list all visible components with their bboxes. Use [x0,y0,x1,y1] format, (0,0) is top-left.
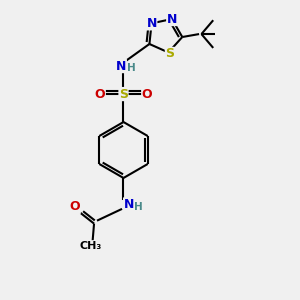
Text: N: N [116,60,126,73]
Text: O: O [142,88,152,100]
Text: S: S [165,47,174,60]
Text: N: N [146,17,157,30]
Text: S: S [119,88,128,100]
Text: N: N [124,198,134,211]
Text: N: N [167,13,177,26]
Text: H: H [128,63,136,73]
Text: O: O [94,88,105,100]
Text: CH₃: CH₃ [80,241,102,251]
Text: H: H [134,202,143,212]
Text: O: O [70,200,80,213]
